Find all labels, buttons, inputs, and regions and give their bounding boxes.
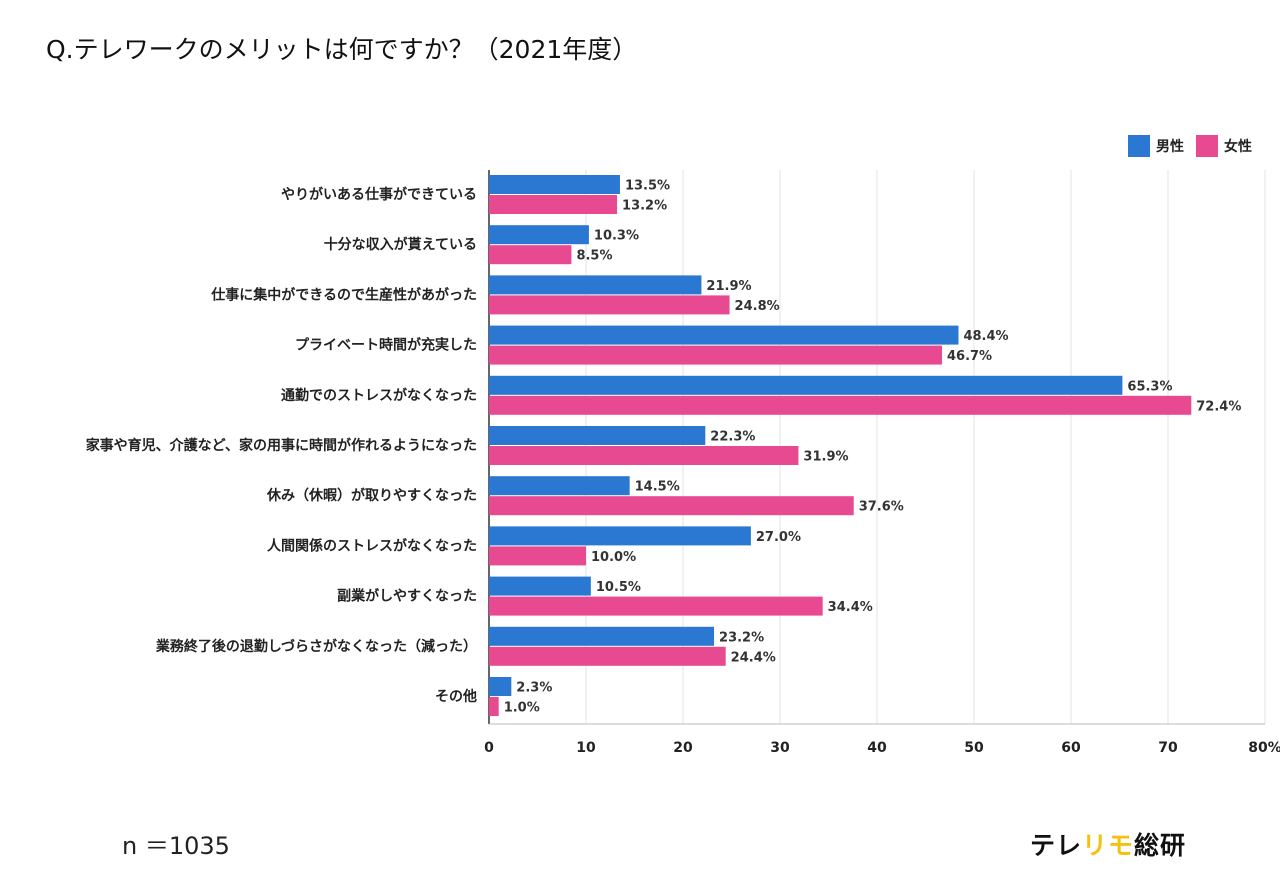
data-label-female: 8.5% [576,249,612,264]
brand-part-3: 総研 [1134,831,1187,860]
sample-size-note: n ＝1035 [122,832,230,860]
bar-male [489,526,751,546]
data-label-male: 21.9% [706,279,751,294]
bar-female [489,697,499,716]
x-tick-label: 40 [867,740,887,756]
x-tick-label: 70 [1158,740,1178,756]
brand-part-2: リモ [1082,831,1135,860]
bar-female [489,596,823,616]
data-label-female: 13.2% [622,199,667,214]
data-label-female: 34.4% [828,600,873,615]
data-label-female: 46.7% [947,349,992,364]
data-label-female: 24.8% [735,299,780,314]
bar-male [489,677,512,696]
bar-male [489,375,1123,395]
bar-male [489,476,630,496]
data-label-male: 27.0% [756,530,801,545]
x-tick-label: 0 [484,740,494,756]
x-tick-label: 30 [770,740,790,756]
chart-title: Q.テレワークのメリットは何ですか？（2021年度） [46,35,638,64]
category-label: 人間関係のストレスがなくなった [267,537,477,554]
x-tick-label: 20 [673,740,693,756]
bar-female [489,345,942,365]
x-tick-label: 50 [964,740,984,756]
bar-female [489,646,726,666]
data-label-male: 48.4% [963,329,1008,344]
data-label-male: 10.3% [594,229,639,244]
bar-male [489,426,706,445]
data-label-female: 1.0% [504,701,540,716]
legend-item-female: 女性 [1196,135,1252,157]
bar-female [489,395,1192,415]
data-label-male: 10.5% [596,580,641,595]
bar-male [489,576,591,596]
bar-chart: 0 10 20 30 40 50 60 70 80% やりがいある仕事ができている 13.5% 13.… [86,170,1280,756]
data-label-male: 22.3% [710,430,755,445]
legend-swatch-male [1128,135,1150,157]
bar-male [489,175,620,194]
bar-male [489,275,702,295]
bar-male [489,626,715,646]
data-label-male: 13.5% [625,179,670,194]
legend-label-female: 女性 [1224,139,1252,155]
category-label: その他 [435,688,477,705]
bar-female [489,496,854,516]
legend-swatch-female [1196,135,1218,157]
bar-female [489,295,730,315]
legend-item-male: 男性 [1128,135,1184,157]
data-label-male: 2.3% [516,681,552,696]
category-label: 休み（休暇）が取りやすくなった [266,487,477,504]
legend-label-male: 男性 [1156,139,1184,155]
bar-female [489,446,799,465]
data-label-female: 31.9% [803,450,848,465]
brand-part-1: テレ [1030,831,1083,860]
category-label: 通勤でのストレスがなくなった [281,387,477,404]
bar-male [489,225,589,245]
category-label: 家事や育児、介護など、家の用事に時間が作れるようになった [86,437,477,454]
category-label: 業務終了後の退勤しづらさがなくなった（減った） [155,638,477,655]
data-label-female: 24.4% [731,650,776,665]
category-label: 仕事に集中ができるので生産性があがった [210,286,477,303]
data-label-male: 65.3% [1127,379,1172,394]
brand-logo: テレリモ総研 [1030,826,1186,862]
data-label-female: 72.4% [1196,399,1241,414]
category-label: 副業がしやすくなった [337,588,477,605]
bar-female [489,245,572,265]
bar-male [489,325,959,345]
category-label: やりがいある仕事ができている [281,186,477,203]
data-label-male: 14.5% [635,480,680,495]
data-label-male: 23.2% [719,630,764,645]
x-tick-label: 10 [576,740,596,756]
x-tick-label: 60 [1061,740,1081,756]
x-tick-label: 80% [1248,740,1280,756]
category-label: プライベート時間が充実した [295,337,477,354]
legend: 男性 女性 [1128,135,1264,157]
bar-female [489,546,586,566]
data-label-female: 37.6% [859,500,904,515]
data-label-female: 10.0% [591,550,636,565]
bar-female [489,195,618,214]
category-label: 十分な収入が貰えている [324,236,477,253]
